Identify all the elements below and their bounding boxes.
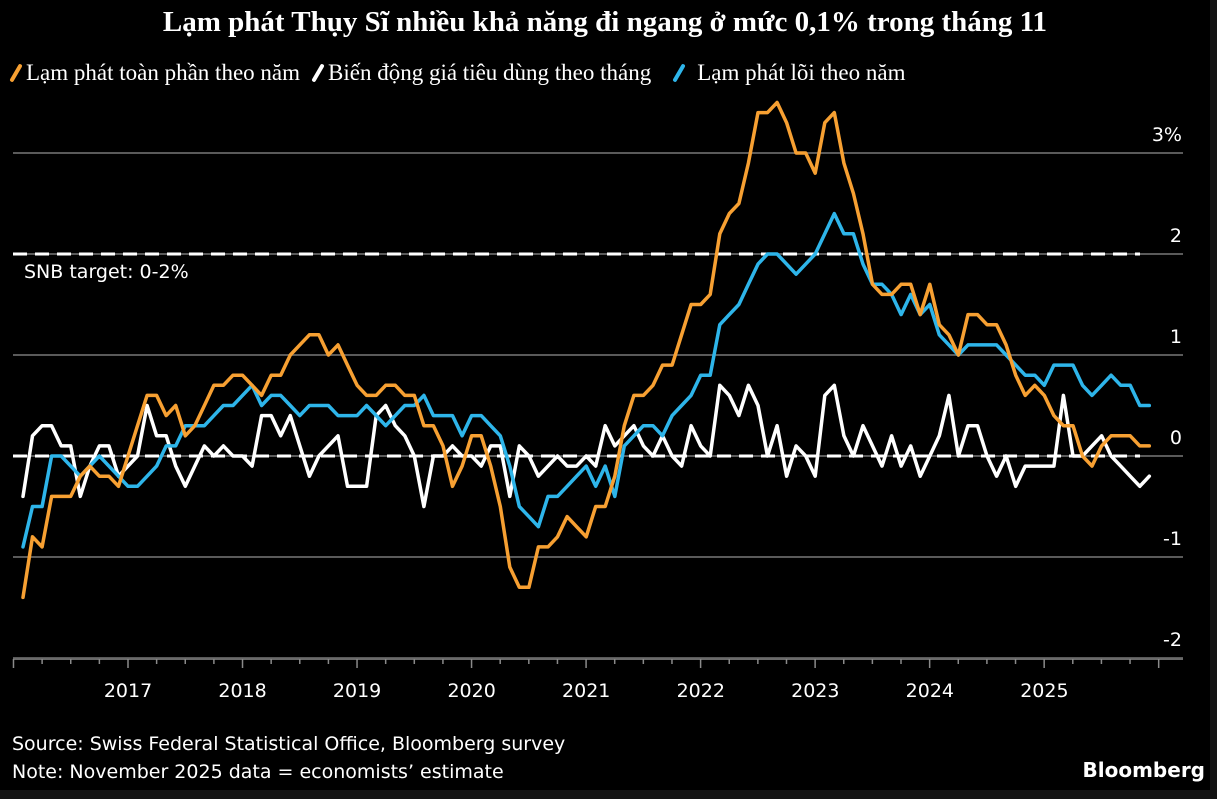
legend-item-monthly: Biến động giá tiêu dùng theo tháng: [310, 60, 651, 86]
series-group: [21, 100, 1152, 600]
legend-item-headline: Lạm phát toàn phần theo năm: [8, 60, 300, 86]
x-tick-label: 2020: [447, 680, 495, 702]
legend-item-core: Lạm phát lõi theo năm: [671, 60, 905, 86]
snb-target-annotation: SNB target: 0-2%: [24, 261, 189, 283]
y-tick-label: -2: [1163, 629, 1182, 651]
legend-label-headline: Lạm phát toàn phần theo năm: [26, 60, 301, 85]
legend-label-core: Lạm phát lõi theo năm: [697, 60, 906, 85]
x-tick-label: 2019: [333, 680, 381, 702]
note-text: Note: November 2025 data = economists’ e…: [12, 761, 504, 783]
x-tick-label: 2021: [562, 680, 610, 702]
series-line-2: [21, 211, 1152, 549]
chart-title: Lạm phát Thụy Sĩ nhiều khả năng đi ngang…: [162, 6, 1048, 38]
y-tick-label: 1: [1170, 326, 1182, 348]
x-axis: 2017 2018 2019 2020 2021 2022 2023 2024 2025: [12, 658, 1183, 702]
y-tick-label: -1: [1163, 528, 1182, 550]
x-tick-label: 2023: [791, 680, 839, 702]
y-tick-label: 3%: [1152, 124, 1182, 146]
x-tick-label: 2024: [906, 680, 954, 702]
bloomberg-logo: Bloomberg: [1082, 758, 1205, 782]
series-line-1: [21, 383, 1152, 509]
x-tick-label: 2017: [104, 680, 152, 702]
x-tick-label: 2022: [677, 680, 725, 702]
legend-label-monthly: Biến động giá tiêu dùng theo tháng: [328, 60, 652, 85]
series-line-0: [21, 100, 1152, 600]
source-text: Source: Swiss Federal Statistical Office…: [12, 733, 566, 755]
legend: Lạm phát toàn phần theo năm Biến động gi…: [8, 60, 905, 86]
y-tick-label: 2: [1170, 225, 1182, 247]
y-tick-label: 0: [1170, 427, 1182, 449]
y-axis: 3% 2 1 0 -1 -2: [1152, 124, 1182, 651]
x-tick-label: 2018: [218, 680, 266, 702]
x-tick-label: 2025: [1020, 680, 1068, 702]
gridlines: [13, 152, 1183, 659]
